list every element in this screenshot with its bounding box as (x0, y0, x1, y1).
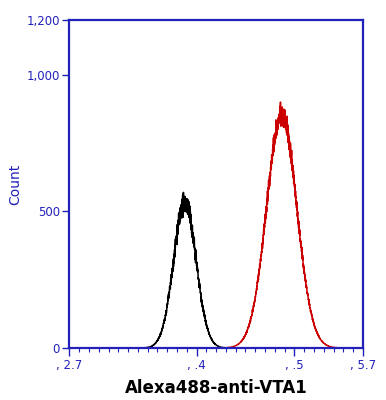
X-axis label: Alexa488-anti-VTA1: Alexa488-anti-VTA1 (125, 379, 308, 397)
Y-axis label: Count: Count (8, 163, 22, 205)
